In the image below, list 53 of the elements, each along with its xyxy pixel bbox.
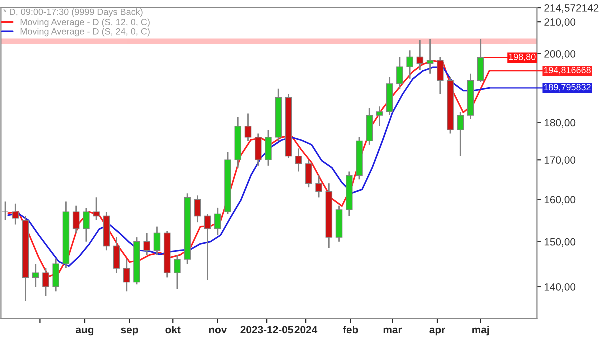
candlestick xyxy=(254,133,262,167)
candlestick xyxy=(244,113,252,142)
candlestick xyxy=(32,263,40,288)
candlestick xyxy=(396,56,404,90)
y-tick-label: 150,00 xyxy=(544,238,576,247)
y-tick-label: 214,572142 xyxy=(544,4,599,14)
candlestick xyxy=(295,148,302,172)
x-tick-label: maj xyxy=(472,326,490,336)
candlestick xyxy=(144,232,151,256)
y-tick-label: 200,00 xyxy=(544,50,576,60)
candlestick xyxy=(93,196,100,222)
candlestick xyxy=(426,38,434,75)
annotation: 198,80 xyxy=(509,54,536,62)
candlestick xyxy=(316,174,322,198)
x-tick-label: 2023-12-05 xyxy=(240,326,294,334)
legend-label: Moving Average - D (S, 24, 0, C) xyxy=(20,28,150,37)
candlestick xyxy=(83,207,90,243)
x-tick-label: okt xyxy=(166,326,181,334)
candlestick xyxy=(437,56,444,96)
candlestick xyxy=(416,39,424,72)
y-tick-label: 170,00 xyxy=(544,156,576,166)
y-tick-label: 210,00 xyxy=(544,18,576,28)
candlestick xyxy=(204,213,212,281)
candlestick xyxy=(12,203,20,226)
candlestick xyxy=(52,258,60,292)
x-tick-label: aug xyxy=(76,328,94,336)
legend-label: Moving Average - D (S, 12, 0, C) xyxy=(20,18,150,28)
x-tick-label: nov xyxy=(209,328,228,334)
x-tick-label: apr xyxy=(430,328,446,336)
y-tick-label: 140,00 xyxy=(544,283,576,292)
candlestick xyxy=(113,236,120,274)
candlestick xyxy=(306,159,312,188)
candlestick xyxy=(72,205,80,234)
x-tick-label: feb xyxy=(343,326,358,334)
x-tick-label: sep xyxy=(121,328,138,336)
candlestick xyxy=(194,194,202,224)
candlestick xyxy=(376,106,384,128)
chart-title: * D, 09:00-17:30 (9999 Days Back) xyxy=(3,8,143,18)
candlestick xyxy=(214,207,222,236)
candlestick xyxy=(154,226,161,256)
annotation: 189,795832 xyxy=(544,84,591,92)
y-tick-label: 160,00 xyxy=(544,196,576,205)
candlestick xyxy=(124,258,130,292)
candlestick xyxy=(265,129,272,167)
y-tick-label: 180,00 xyxy=(544,119,576,128)
x-tick-label: mar xyxy=(384,328,402,334)
annotation: 194,816668 xyxy=(544,67,591,75)
candlestick xyxy=(42,268,50,298)
x-tick-label: 2024 xyxy=(294,326,318,334)
candlestick xyxy=(477,38,484,84)
candlestick xyxy=(174,254,181,290)
candlestick xyxy=(457,111,464,157)
candlestick xyxy=(406,50,414,80)
